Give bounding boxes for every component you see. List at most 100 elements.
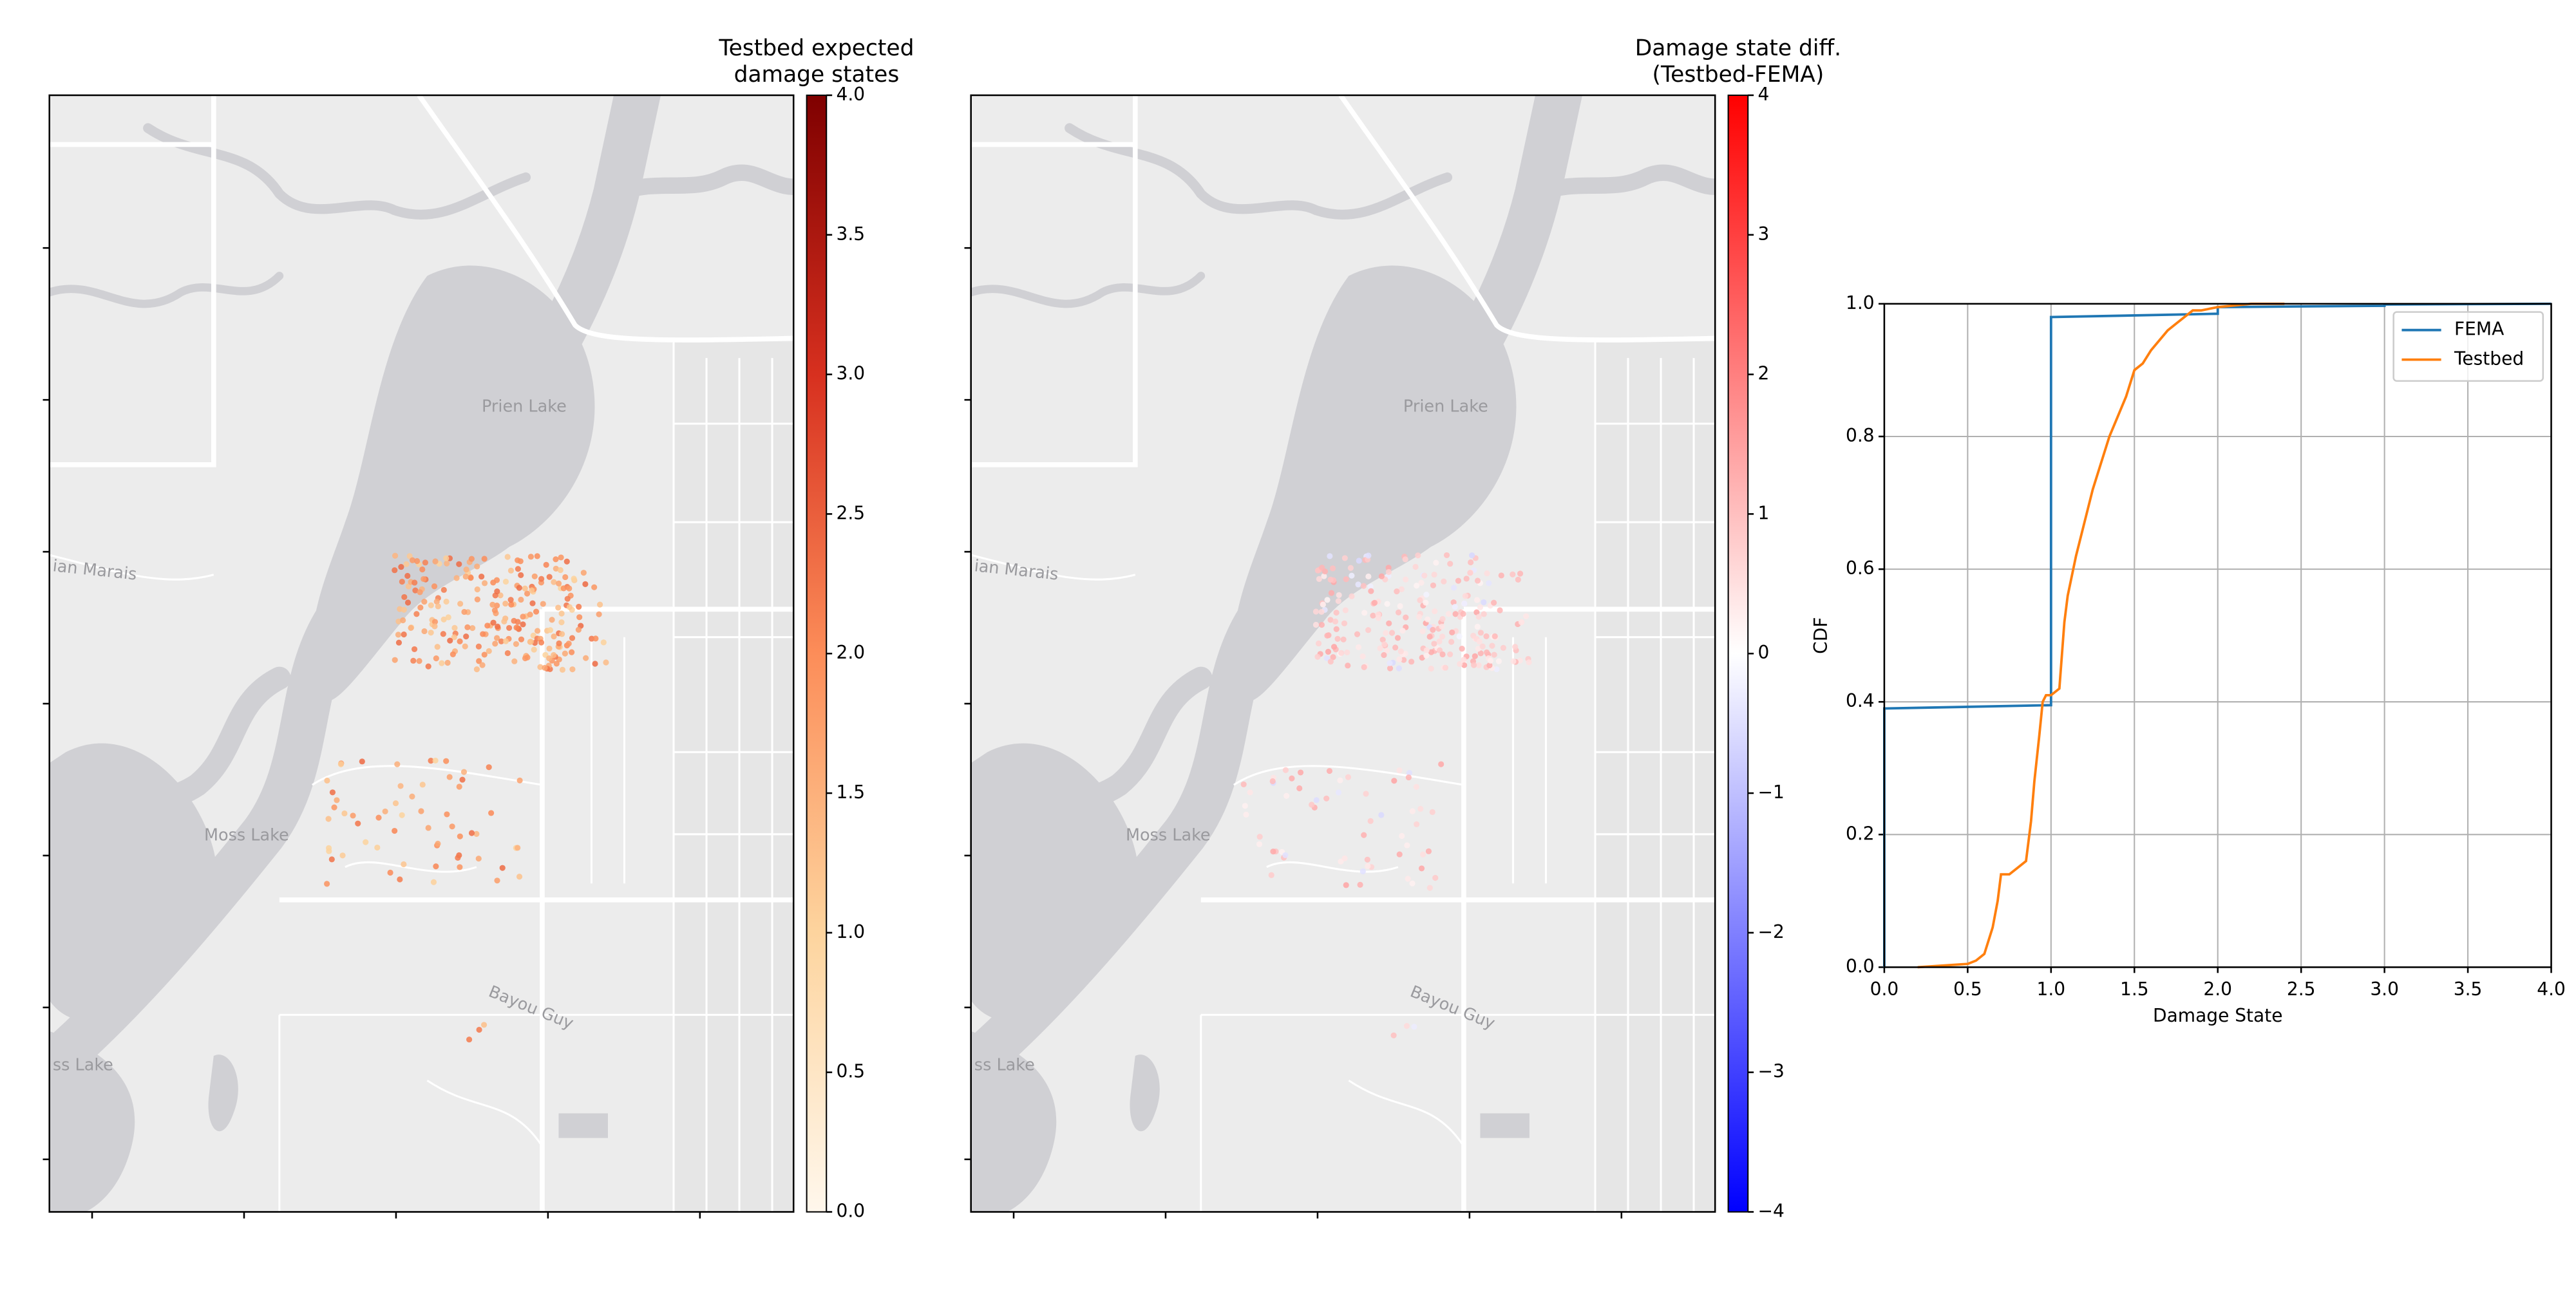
map-point — [1375, 615, 1381, 621]
map-point — [474, 563, 480, 570]
map-point — [428, 630, 434, 636]
map-point — [566, 585, 573, 592]
map-point — [435, 840, 441, 847]
map-point — [469, 624, 476, 632]
map-point — [495, 623, 501, 630]
map-point — [1428, 665, 1434, 672]
map-point — [395, 632, 402, 638]
map-point — [440, 631, 446, 637]
map-point — [1355, 581, 1361, 588]
map-point — [1477, 650, 1484, 657]
map-point — [1456, 633, 1463, 640]
map-point — [1269, 778, 1276, 785]
map-point — [1323, 655, 1330, 661]
map-point — [515, 557, 521, 563]
map-point — [1360, 583, 1367, 589]
map-point — [480, 631, 486, 637]
map-point — [435, 603, 441, 610]
map-point — [1396, 665, 1402, 671]
map-point — [341, 810, 348, 817]
x-tick-label: 4.0 — [2537, 979, 2566, 1000]
map-point — [1349, 593, 1355, 599]
map-label: Prien Lake — [1403, 397, 1488, 417]
map-point — [1523, 613, 1530, 619]
map-point — [1370, 612, 1376, 619]
map-point — [1483, 649, 1490, 655]
map-point — [1402, 556, 1408, 563]
map-point — [571, 576, 577, 582]
map-point — [1240, 781, 1247, 788]
map-point — [1403, 1023, 1410, 1029]
map-point — [1491, 652, 1497, 658]
map-point — [434, 644, 440, 650]
map-point — [486, 764, 492, 771]
map-point — [556, 640, 562, 646]
map-point — [1486, 662, 1493, 669]
map-point — [481, 580, 488, 586]
map-point — [603, 659, 609, 666]
map-point — [1492, 633, 1498, 639]
map-point — [1324, 597, 1331, 603]
map-point — [382, 808, 388, 815]
map-point — [1359, 868, 1366, 875]
map-point — [484, 623, 491, 629]
map-point — [1518, 619, 1525, 626]
map-point — [1409, 880, 1416, 886]
map-point — [1381, 652, 1387, 659]
map-point — [564, 558, 570, 565]
map-point — [1418, 579, 1425, 586]
map-point — [1423, 652, 1430, 659]
map-point — [421, 628, 428, 635]
map-point — [553, 661, 560, 667]
map-point — [1309, 802, 1315, 808]
map-point — [1312, 608, 1320, 615]
colorbar-tick-label: 1.5 — [837, 782, 866, 803]
map-point — [1368, 588, 1374, 594]
map-point — [1477, 604, 1484, 610]
map-point — [499, 865, 506, 871]
map-point — [419, 566, 426, 573]
map-point — [1461, 600, 1468, 607]
map-point — [529, 587, 535, 594]
y-tick-label: 0.6 — [1846, 558, 1875, 579]
map-point — [1343, 882, 1349, 888]
map-point — [1418, 865, 1425, 872]
map-point — [486, 648, 492, 654]
map-point — [551, 633, 557, 640]
y-tick-label: 0.0 — [1846, 955, 1875, 977]
map-point — [1394, 588, 1400, 595]
x-tick-label: 2.5 — [2287, 979, 2316, 1000]
map-point — [404, 572, 411, 579]
map-point — [1477, 630, 1484, 636]
map-point — [463, 633, 469, 640]
map-point — [1483, 633, 1490, 639]
map-point — [565, 641, 572, 647]
map-point — [1341, 620, 1348, 626]
colorbar-tick-label: 2.0 — [837, 642, 866, 663]
map-point — [538, 576, 545, 582]
map-panel — [33, 79, 805, 1217]
map-point — [1392, 644, 1399, 651]
map-point — [1517, 570, 1524, 577]
map-point — [1409, 808, 1416, 814]
colorbar-tick-label: 3.0 — [837, 363, 866, 384]
map-point — [547, 627, 554, 633]
map-point — [457, 638, 463, 644]
map-point — [457, 864, 463, 870]
map-point — [1448, 639, 1455, 645]
map-point — [569, 649, 575, 655]
map-point — [432, 757, 439, 764]
map-point — [1329, 565, 1336, 572]
map-point — [1412, 563, 1419, 570]
basemap — [33, 79, 805, 1217]
map-point — [324, 881, 330, 887]
map-point — [476, 1026, 482, 1033]
map-point — [1328, 590, 1335, 596]
map-point — [325, 816, 332, 822]
map-point — [394, 761, 401, 767]
map-point — [1385, 565, 1392, 571]
map-point — [1470, 662, 1477, 668]
map-point — [1474, 577, 1481, 584]
